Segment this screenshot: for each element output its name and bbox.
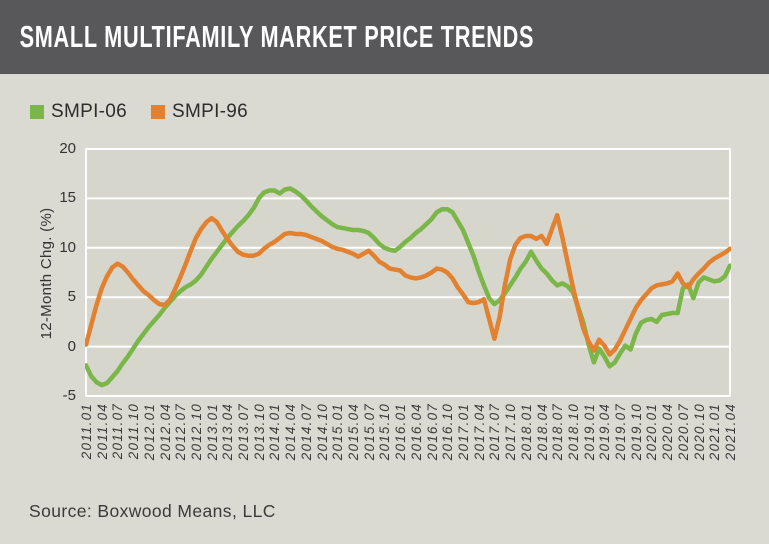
y-axis-tick-label: 20 (59, 140, 76, 157)
x-axis-tick-label: 2019.01 (581, 403, 597, 461)
x-axis-tick-label: 2011.10 (126, 403, 142, 460)
x-axis-tick-label: 2012.04 (157, 403, 173, 461)
x-axis-tick-label: 2017.07 (487, 403, 503, 461)
legend: SMPI-06 SMPI-96 (30, 97, 248, 127)
x-axis-tick-label: 2019.04 (597, 403, 613, 461)
page-title: SMALL MULTIFAMILY MARKET PRICE TRENDS (19, 19, 535, 54)
x-axis-tick-label: 2018.04 (534, 403, 550, 461)
legend-label-smpi-96: SMPI-96 (172, 101, 249, 122)
y-axis-tick-label: 15 (59, 189, 76, 207)
x-axis-tick-label: 2011.01 (79, 403, 94, 460)
y-axis-tick-label: 0 (67, 337, 76, 355)
x-axis-tick-label: 2016.04 (408, 403, 424, 461)
x-axis-tick-label: 2014.01 (267, 403, 283, 461)
x-axis-tick-label: 2015.10 (377, 403, 393, 461)
x-axis-tick-label: 2012.01 (141, 403, 157, 461)
y-axis-tick-label: -5 (62, 387, 76, 404)
legend-label-smpi-06: SMPI-06 (51, 101, 128, 122)
x-axis-tick-label: 2020.10 (691, 403, 707, 461)
source-note: Source: Boxwood Means, LLC (29, 501, 276, 521)
legend-item-smpi-06: SMPI-06 (30, 101, 127, 123)
x-axis-tick-label: 2013.10 (251, 403, 267, 461)
y-axis-tick-label: 5 (67, 288, 76, 306)
x-axis-tick-label: 2017.04 (471, 403, 487, 461)
x-axis-tick-label: 2015.04 (346, 403, 362, 461)
x-axis-tick-label: 2013.04 (220, 403, 236, 461)
legend-item-smpi-96: SMPI-96 (151, 101, 248, 123)
x-axis-tick-label: 2018.01 (518, 403, 534, 461)
x-axis-tick-label: 2020.01 (644, 403, 660, 461)
x-axis-tick-label: 2016.01 (393, 403, 409, 461)
x-axis-tick-label: 2015.07 (361, 403, 377, 461)
x-axis-tick-label: 2020.04 (660, 403, 676, 461)
plot-background (85, 148, 731, 397)
x-axis-tick-label: 2015.01 (330, 403, 346, 461)
x-axis-tick-label: 2018.10 (565, 403, 581, 461)
x-axis-tick-label: 2013.07 (236, 403, 252, 461)
x-axis-tick-label: 2013.01 (204, 403, 220, 461)
x-axis-tick-label: 2012.07 (173, 403, 189, 461)
header-bar: SMALL MULTIFAMILY MARKET PRICE TRENDS (0, 0, 769, 74)
series-line-smpi-96 (85, 212, 731, 357)
x-axis-tick-label: 2012.10 (188, 403, 204, 461)
plot-area (85, 148, 731, 397)
x-axis-tick-label: 2014.10 (314, 403, 330, 461)
y-axis-tick-label: 10 (59, 238, 76, 256)
x-axis-tick-label: 2019.07 (613, 403, 629, 461)
x-axis-tick-label: 2017.10 (503, 403, 519, 461)
x-axis-tick-label: 2016.07 (424, 403, 440, 461)
series-line-smpi-06 (85, 186, 731, 388)
y-axis-title: 12-Month Chg. (%) (38, 207, 55, 340)
x-axis-tick-label: 2011.07 (110, 403, 126, 460)
x-axis-tick-label: 2021.04 (723, 403, 738, 461)
legend-swatch-smpi-96-icon (151, 105, 166, 119)
x-axis-tick-label: 2018.07 (550, 403, 566, 461)
x-axis-tick-label: 2011.04 (94, 403, 110, 460)
x-axis-tick-label: 2019.10 (628, 403, 644, 461)
x-axis-tick-label: 2016.10 (440, 403, 456, 461)
x-axis-tick-label: 2017.01 (455, 403, 471, 461)
x-axis-tick-label: 2021.01 (707, 403, 723, 461)
x-axis-tick-label: 2020.07 (675, 403, 691, 461)
x-axis-tick-label: 2014.04 (283, 403, 299, 461)
legend-swatch-smpi-06-icon (30, 105, 44, 119)
x-axis-tick-label: 2014.07 (298, 403, 314, 461)
